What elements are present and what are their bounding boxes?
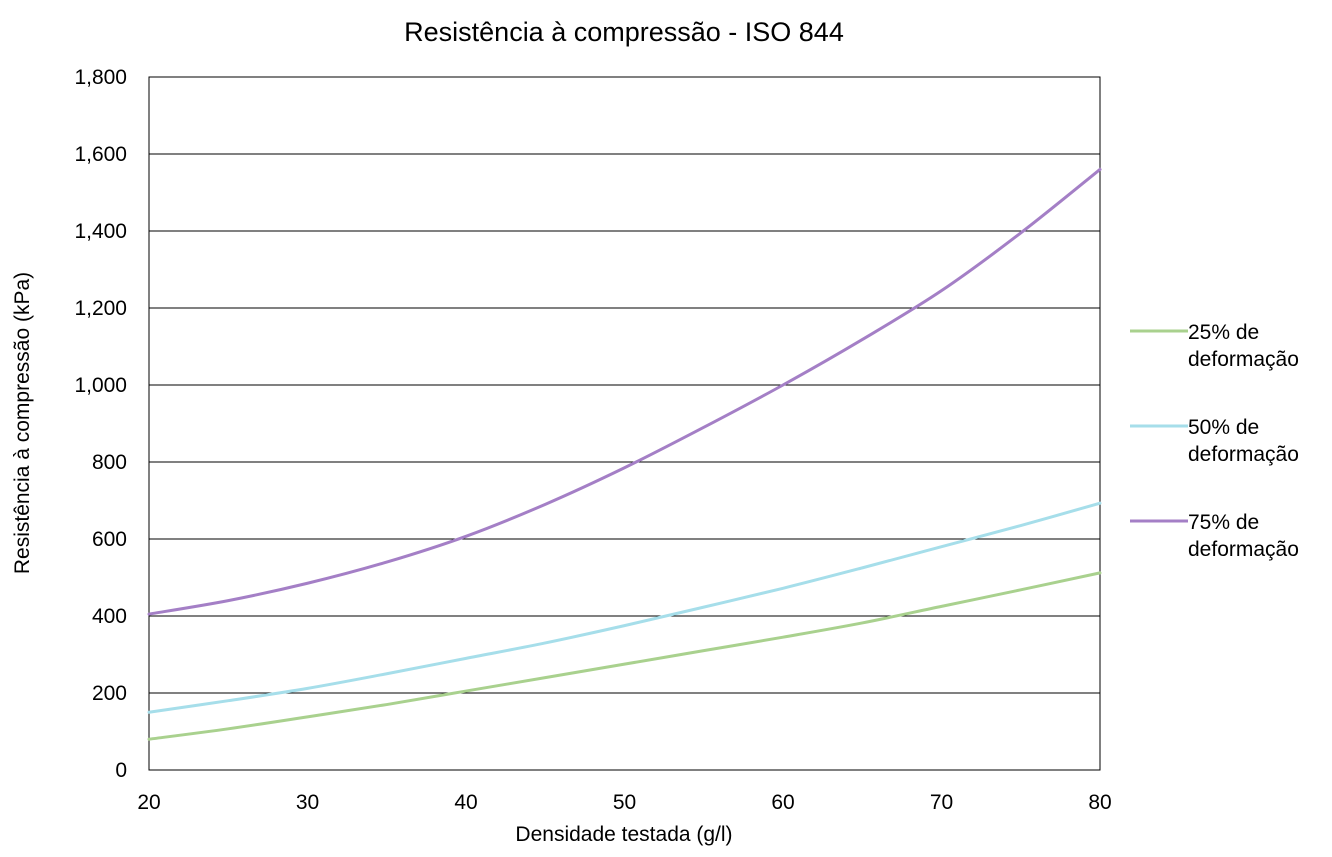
- series-lines: [147, 167, 1102, 741]
- legend-label-1: deformação: [1188, 348, 1299, 371]
- series-line-1: [147, 571, 1102, 741]
- y-tick-label: 600: [92, 528, 127, 551]
- x-tick-label: 70: [930, 791, 953, 814]
- x-tick-label: 80: [1088, 791, 1111, 814]
- y-axis-label: Resistência à compressão (kPa): [11, 272, 34, 574]
- y-tick-label: 0: [115, 759, 127, 782]
- y-tick-label: 1,800: [74, 66, 127, 89]
- y-axis-ticks: 0 200 400 600 800 1,000 1,200 1,400 1,600 1,800: [74, 66, 127, 782]
- legend-label-3: deformação: [1188, 538, 1299, 561]
- series-line-2: [147, 501, 1102, 714]
- plot-area: [148, 76, 1101, 771]
- x-tick-label: 60: [771, 791, 794, 814]
- y-tick-label: 1,000: [74, 374, 127, 397]
- x-tick-label: 50: [613, 791, 636, 814]
- series-line-3: [147, 167, 1102, 616]
- y-tick-label: 1,200: [74, 297, 127, 320]
- x-axis-ticks: 20 30 40 50 60 70 80: [137, 791, 1111, 814]
- x-tick-label: 30: [296, 791, 319, 814]
- y-tick-label: 200: [92, 682, 127, 705]
- x-tick-label: 20: [137, 791, 160, 814]
- legend: 25% de deformação 50% de deformação 75% de de…: [1130, 321, 1299, 561]
- legend-label-1: 25% de: [1188, 321, 1259, 344]
- chart-title: Resistência à compressão - ISO 844: [404, 17, 844, 47]
- x-axis-label: Densidade testada (g/l): [515, 823, 732, 846]
- y-tick-label: 1,400: [74, 220, 127, 243]
- gridlines: [149, 76, 1100, 771]
- legend-label-3: 75% de: [1188, 511, 1259, 534]
- y-tick-label: 800: [92, 451, 127, 474]
- x-tick-label: 40: [454, 791, 477, 814]
- y-tick-label: 400: [92, 605, 127, 628]
- legend-label-2: 50% de: [1188, 416, 1259, 439]
- legend-label-2: deformação: [1188, 443, 1299, 466]
- y-tick-label: 1,600: [74, 143, 127, 166]
